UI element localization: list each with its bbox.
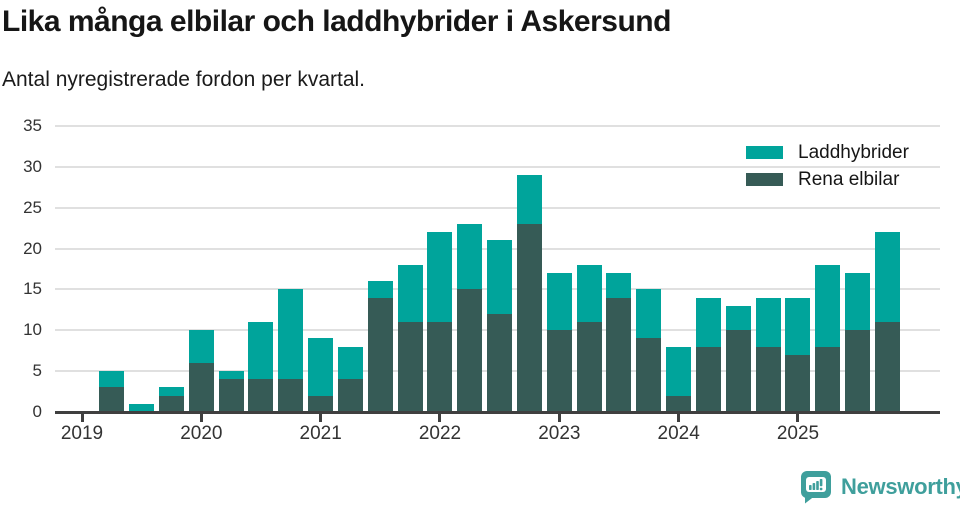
bar-segment-rena-elbilar-q15 bbox=[516, 224, 542, 412]
bar-segment-laddhybrider-q27 bbox=[874, 232, 900, 323]
x-axis-tick-label: 2022 bbox=[418, 423, 462, 444]
bar-segment-rena-elbilar-q8 bbox=[308, 395, 334, 412]
bar-segment-laddhybrider-q2 bbox=[129, 403, 155, 412]
x-axis-tick bbox=[438, 413, 442, 422]
bar-segment-laddhybrider-q16 bbox=[546, 273, 572, 331]
x-axis-line bbox=[55, 411, 940, 414]
gridline bbox=[55, 165, 940, 168]
x-axis-tick-label: 2025 bbox=[776, 423, 820, 444]
chart-subtitle: Antal nyregistrerade fordon per kvartal. bbox=[2, 68, 366, 91]
y-axis-tick-label: 0 bbox=[32, 402, 42, 421]
y-axis-tick-label: 35 bbox=[23, 116, 42, 135]
x-axis-tick bbox=[796, 413, 800, 422]
bar-segment-rena-elbilar-q9 bbox=[337, 379, 363, 412]
bar-segment-rena-elbilar-q20 bbox=[666, 395, 692, 412]
legend-label: Rena elbilar bbox=[798, 168, 900, 190]
bar-segment-laddhybrider-q25 bbox=[815, 264, 841, 347]
bar-segment-rena-elbilar-q25 bbox=[815, 346, 841, 412]
bar-segment-laddhybrider-q20 bbox=[666, 346, 692, 396]
x-axis-tick-label: 2019 bbox=[60, 423, 104, 444]
bar-segment-laddhybrider-q19 bbox=[636, 289, 662, 339]
bar-segment-laddhybrider-q12 bbox=[427, 232, 453, 323]
bar-segment-laddhybrider-q1 bbox=[99, 371, 125, 388]
bar-segment-laddhybrider-q14 bbox=[487, 240, 513, 314]
bar-segment-rena-elbilar-q16 bbox=[546, 330, 572, 412]
bar-segment-laddhybrider-q4 bbox=[188, 330, 214, 363]
bar-segment-laddhybrider-q23 bbox=[755, 297, 781, 347]
bar-segment-laddhybrider-q26 bbox=[845, 273, 871, 331]
legend: Laddhybrider Rena elbilar bbox=[746, 139, 909, 193]
bar-segment-laddhybrider-q6 bbox=[248, 322, 274, 380]
bar-segment-laddhybrider-q15 bbox=[516, 175, 542, 225]
newsworthy-logo-icon bbox=[801, 471, 831, 504]
bar-segment-laddhybrider-q17 bbox=[576, 264, 602, 323]
chart-title: Lika många elbilar och laddhybrider i As… bbox=[2, 5, 671, 38]
x-axis-tick-label: 2024 bbox=[657, 423, 700, 444]
bar-segment-laddhybrider-q9 bbox=[337, 346, 363, 380]
legend-item-laddhybrider: Laddhybrider bbox=[746, 139, 909, 166]
bar-segment-rena-elbilar-q18 bbox=[606, 297, 632, 412]
bar-segment-rena-elbilar-q12 bbox=[427, 322, 453, 412]
bar-segment-laddhybrider-q21 bbox=[695, 297, 721, 347]
legend-label: Laddhybrider bbox=[798, 141, 909, 163]
bar-segment-laddhybrider-q8 bbox=[308, 338, 334, 396]
bar-segment-laddhybrider-q24 bbox=[785, 297, 811, 355]
legend-item-rena-elbilar: Rena elbilar bbox=[746, 166, 909, 193]
bar-segment-rena-elbilar-q10 bbox=[367, 297, 393, 412]
bar-segment-rena-elbilar-q11 bbox=[397, 322, 423, 412]
x-axis-tick bbox=[557, 413, 561, 422]
x-axis-tick-label: 2023 bbox=[538, 423, 581, 444]
x-axis-tick-label: 2021 bbox=[299, 423, 342, 444]
x-axis-tick-label: 2020 bbox=[180, 423, 223, 444]
bar-segment-rena-elbilar-q13 bbox=[457, 289, 483, 412]
y-axis-tick-label: 5 bbox=[32, 361, 42, 381]
y-axis-tick-label: 30 bbox=[23, 156, 42, 176]
branding-wordmark: Newsworthy bbox=[841, 474, 960, 499]
bar-segment-laddhybrider-q5 bbox=[218, 371, 244, 380]
bar-segment-rena-elbilar-q17 bbox=[576, 322, 602, 412]
bar-segment-laddhybrider-q13 bbox=[457, 224, 483, 290]
bar-segment-rena-elbilar-q6 bbox=[248, 379, 274, 412]
x-axis-tick bbox=[80, 413, 84, 422]
bar-segment-laddhybrider-q11 bbox=[397, 264, 423, 323]
branding: Newsworthy bbox=[800, 470, 960, 504]
legend-swatch-rena-elbilar bbox=[746, 173, 783, 186]
bar-segment-laddhybrider-q10 bbox=[367, 281, 393, 298]
gridline bbox=[55, 206, 940, 209]
bar-segment-rena-elbilar-q7 bbox=[278, 379, 304, 412]
bar-segment-laddhybrider-q7 bbox=[278, 289, 304, 380]
bar-segment-rena-elbilar-q1 bbox=[99, 387, 125, 412]
legend-swatch-laddhybrider bbox=[746, 146, 783, 159]
x-axis-tick bbox=[319, 413, 323, 422]
bar-segment-rena-elbilar-q4 bbox=[188, 362, 214, 412]
bar-segment-rena-elbilar-q26 bbox=[845, 330, 871, 412]
bar-segment-rena-elbilar-q14 bbox=[487, 313, 513, 412]
y-axis-tick-label: 10 bbox=[23, 320, 42, 340]
x-axis-tick bbox=[199, 413, 203, 422]
bar-segment-laddhybrider-q22 bbox=[725, 305, 751, 331]
bar-segment-rena-elbilar-q19 bbox=[636, 338, 662, 412]
bar-segment-rena-elbilar-q3 bbox=[158, 395, 184, 412]
y-axis-tick-label: 15 bbox=[23, 279, 42, 299]
bar-segment-rena-elbilar-q24 bbox=[785, 354, 811, 412]
y-axis-tick-label: 25 bbox=[23, 197, 42, 217]
bar-segment-rena-elbilar-q22 bbox=[725, 330, 751, 412]
bar-segment-rena-elbilar-q5 bbox=[218, 379, 244, 412]
bar-segment-rena-elbilar-q27 bbox=[874, 322, 900, 412]
gridline bbox=[55, 125, 940, 127]
bar-segment-laddhybrider-q18 bbox=[606, 273, 632, 298]
y-axis-tick-label: 20 bbox=[23, 238, 42, 258]
bar-segment-rena-elbilar-q23 bbox=[755, 346, 781, 412]
bar-segment-rena-elbilar-q21 bbox=[695, 346, 721, 412]
bar-segment-laddhybrider-q3 bbox=[158, 387, 184, 396]
x-axis-tick bbox=[677, 413, 681, 422]
